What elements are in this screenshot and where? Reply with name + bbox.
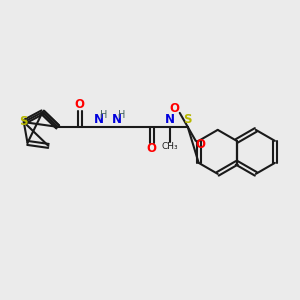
Text: N: N [112,113,122,126]
Text: O: O [170,102,180,116]
Text: O: O [196,138,206,152]
Text: H: H [100,110,107,120]
Text: N: N [165,113,175,126]
Text: S: S [184,113,192,126]
Text: CH₃: CH₃ [161,142,178,152]
Text: O: O [147,142,157,155]
Text: O: O [75,98,85,111]
Text: S: S [20,115,28,128]
Text: H: H [118,110,125,120]
Text: N: N [94,113,104,126]
